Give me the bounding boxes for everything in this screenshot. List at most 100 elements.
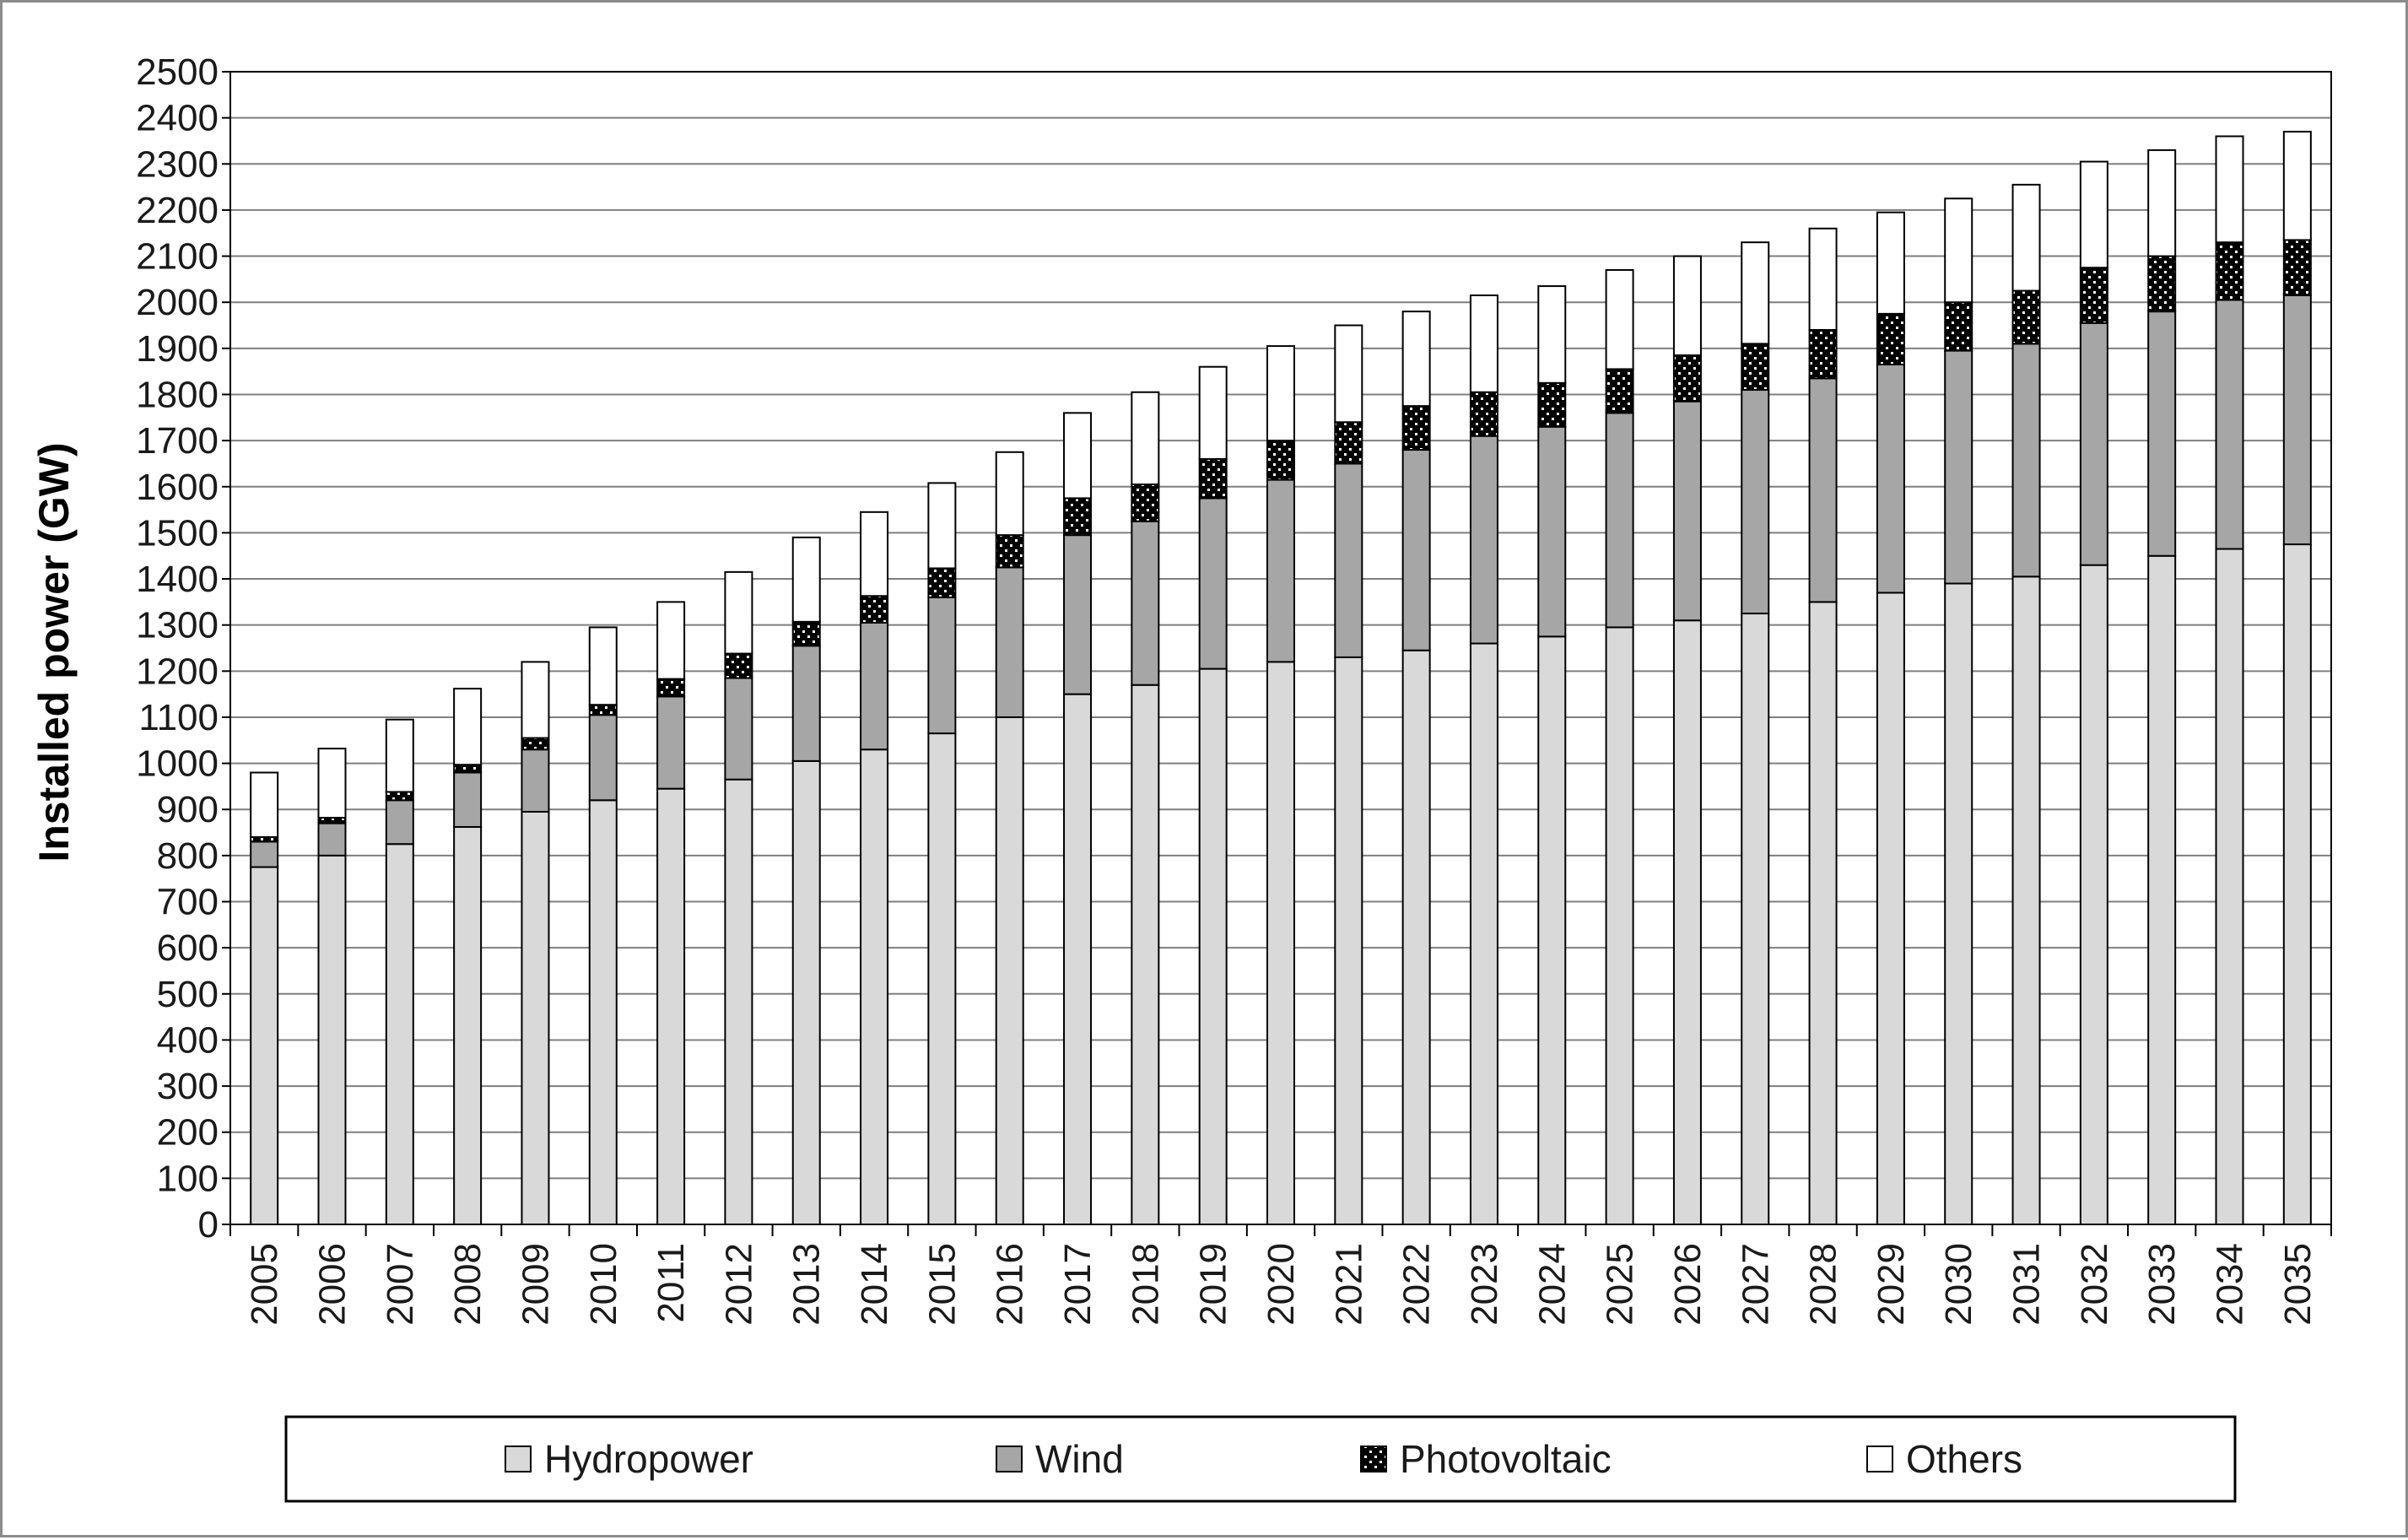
- bar-segment-photovoltaic: [2079, 267, 2108, 324]
- y-tick-label: 400: [157, 1019, 219, 1061]
- legend-label-others: Others: [1906, 1437, 2022, 1481]
- bar-segment-others: [1266, 345, 1295, 442]
- bar-segment-hydropower: [791, 759, 821, 1225]
- bar-segment-hydropower: [860, 748, 889, 1225]
- x-tick-label: 2006: [311, 1243, 353, 1326]
- bar-segment-wind: [1198, 497, 1228, 670]
- bar-segment-hydropower: [1605, 626, 1634, 1225]
- y-tick-label: 700: [157, 882, 219, 923]
- bar-segment-others: [1605, 268, 1634, 370]
- x-tick-label: 2029: [1871, 1243, 1912, 1326]
- bar-segment-photovoltaic: [1198, 457, 1228, 500]
- bar-segment-hydropower: [1876, 592, 1905, 1225]
- bar-segment-others: [1741, 241, 1770, 345]
- y-tick-label: 1800: [136, 374, 219, 415]
- x-tick-label: 2019: [1193, 1243, 1234, 1326]
- bar-segment-hydropower: [995, 716, 1024, 1225]
- legend-label-photovoltaic: Photovoltaic: [1400, 1437, 1612, 1481]
- legend-label-hydropower: Hydropower: [544, 1437, 753, 1481]
- bar-segment-others: [1808, 227, 1838, 331]
- y-tick-label: 0: [198, 1204, 219, 1246]
- y-axis-title: Installed power (GW): [30, 442, 78, 862]
- bar-segment-photovoltaic: [1537, 381, 1567, 428]
- bar-segment-photovoltaic: [927, 567, 957, 598]
- bar-segment-others: [250, 771, 279, 839]
- bar-segment-others: [2215, 135, 2244, 244]
- x-tick-label: 2033: [2141, 1243, 2183, 1326]
- bars: [250, 131, 2312, 1226]
- bar-segment-wind: [2011, 343, 2041, 578]
- x-tick-label: 2024: [1531, 1243, 1573, 1326]
- x-tick-label: 2031: [2006, 1243, 2048, 1326]
- bar-segment-wind: [2282, 294, 2312, 546]
- bar-segment-hydropower: [250, 866, 279, 1226]
- bar-segment-photovoltaic: [1808, 328, 1838, 380]
- y-tick-label: 900: [157, 789, 219, 830]
- bar-segment-photovoltaic: [1334, 421, 1363, 465]
- axes: [222, 71, 2332, 1236]
- bar-segment-photovoltaic: [1944, 301, 1973, 352]
- bar-segment-wind: [2147, 311, 2177, 557]
- bar-segment-photovoltaic: [724, 652, 753, 679]
- bar-segment-others: [2011, 183, 2041, 292]
- bar-segment-wind: [385, 799, 414, 846]
- bar-segment-others: [1131, 391, 1160, 486]
- bar-segment-wind: [1401, 449, 1431, 651]
- bar-segment-hydropower: [1944, 582, 1973, 1225]
- x-tick-label: 2022: [1396, 1243, 1438, 1326]
- bar-segment-others: [2147, 149, 2177, 257]
- bar-segment-wind: [1469, 435, 1498, 645]
- bar-segment-photovoltaic: [1672, 354, 1702, 403]
- bar-segment-others: [1063, 412, 1093, 500]
- bar-segment-photovoltaic: [1876, 312, 1905, 365]
- bar-segment-hydropower: [1063, 693, 1093, 1225]
- x-tick-label: 2018: [1125, 1243, 1166, 1326]
- y-tick-label: 2400: [136, 98, 219, 139]
- bar-segment-hydropower: [2147, 554, 2177, 1225]
- bar-segment-wind: [317, 822, 347, 856]
- x-tick-label: 2017: [1057, 1243, 1099, 1326]
- x-tick-label: 2028: [1803, 1243, 1844, 1326]
- bar-segment-photovoltaic: [1131, 484, 1160, 522]
- bar-segment-wind: [453, 771, 483, 829]
- bar-segment-photovoltaic: [1605, 368, 1634, 414]
- bar-segment-wind: [521, 748, 550, 813]
- y-tick-label: 1000: [136, 743, 219, 785]
- bar-segment-hydropower: [385, 843, 414, 1225]
- y-tick-label: 500: [157, 974, 219, 1015]
- bar-segment-hydropower: [1808, 601, 1838, 1225]
- bar-segment-others: [1401, 311, 1431, 408]
- bar-segment-others: [1672, 255, 1702, 357]
- x-tick-label: 2020: [1261, 1243, 1302, 1326]
- bar-segment-others: [521, 661, 550, 739]
- bar-segment-wind: [1266, 478, 1295, 663]
- bar-segment-wind: [1537, 425, 1567, 638]
- bar-segment-others: [1334, 324, 1363, 424]
- bar-segment-hydropower: [1672, 619, 1702, 1225]
- bar-segment-others: [724, 570, 753, 655]
- x-axis-ticks: 2005 2006 2007 2008 2009 2010 2011 2012 2013 2014…: [244, 1243, 2319, 1326]
- y-tick-label: 1200: [136, 651, 219, 692]
- y-tick-label: 1500: [136, 512, 219, 554]
- bar-segment-wind: [927, 596, 957, 735]
- bar-segment-hydropower: [1401, 649, 1431, 1225]
- y-tick-label: 1700: [136, 420, 219, 462]
- bar-segment-photovoltaic: [860, 595, 889, 624]
- bar-segment-hydropower: [1198, 667, 1228, 1225]
- bar-segment-wind: [1876, 363, 1905, 594]
- x-tick-label: 2016: [990, 1243, 1031, 1326]
- x-tick-label: 2011: [651, 1243, 692, 1323]
- bar-segment-photovoltaic: [453, 764, 483, 774]
- y-tick-label: 2300: [136, 143, 219, 185]
- bar-segment-photovoltaic: [2147, 255, 2177, 313]
- bar-segment-wind: [1672, 400, 1702, 622]
- bar-segment-photovoltaic: [1741, 343, 1770, 392]
- x-tick-label: 2014: [854, 1243, 895, 1326]
- bar-segment-hydropower: [521, 810, 550, 1225]
- bar-segment-wind: [860, 621, 889, 751]
- bar-segment-others: [2282, 131, 2312, 241]
- bar-segment-others: [995, 451, 1024, 537]
